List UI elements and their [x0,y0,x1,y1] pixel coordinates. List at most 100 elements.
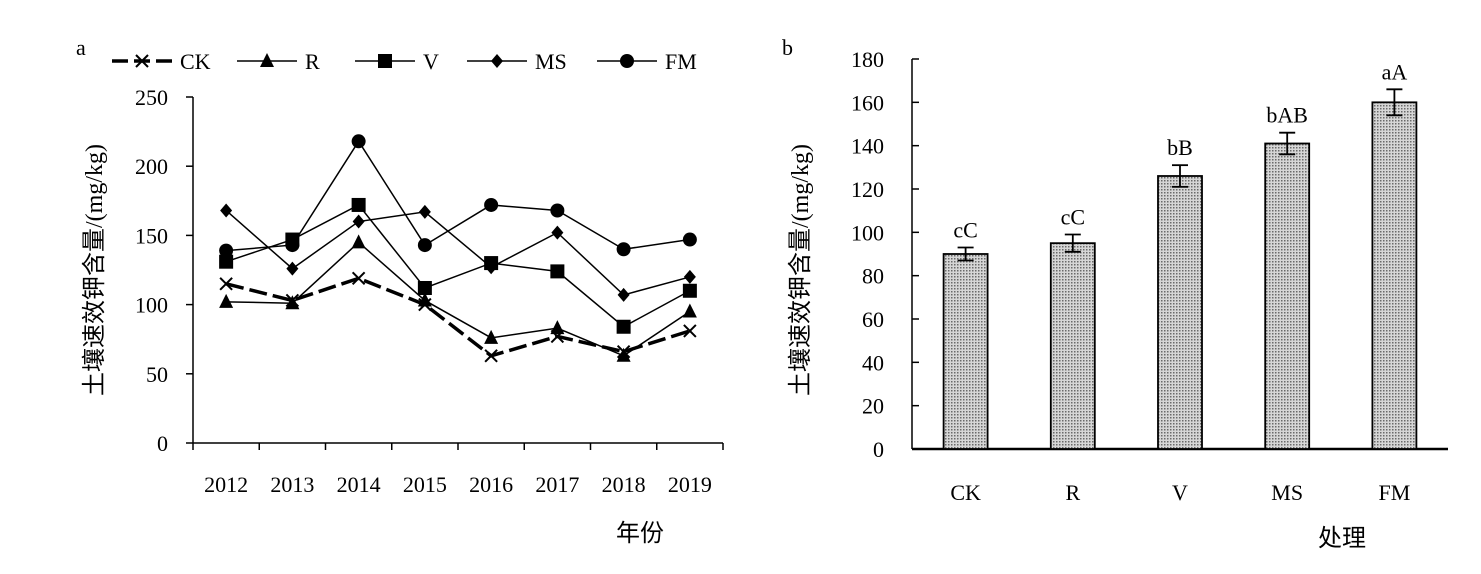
panel-b-x-tick-label: MS [1271,480,1303,505]
bar-r [1049,242,1096,450]
panel-b-x-tick-label: CK [950,480,981,505]
legend-marker-v [378,54,392,68]
panel-a: a 年份 土壤速效钾含量/(mg/kg) 0 50 100 150 200 250 2012… [76,35,724,547]
panel-a-x-tick-label: 2012 [204,472,248,497]
bar-ck [942,253,989,450]
panel-a-y-tick-label: 50 [146,362,168,387]
panel-b-y-tick-label: 120 [851,177,884,202]
series-point-ms [683,269,696,284]
panel-b-label: b [782,35,793,60]
series-point-r [417,292,432,307]
panel-b-y-tick-label: 180 [851,47,884,72]
panel-a-legend: CK R V MS FM [112,49,697,74]
significance-label: bB [1167,135,1193,160]
panel-b-x-tick-label: FM [1379,480,1411,505]
series-point-fm [219,243,234,258]
panel-a-y-tick-label: 0 [157,431,168,456]
legend-marker-ms [491,54,503,68]
panel-a-x-tick-label: 2018 [602,472,646,497]
panel-a-x-tick-label: 2014 [337,472,381,497]
panel-b-y-axis-title: 土壤速效钾含量/(mg/kg) [787,144,814,396]
series-line-ck [225,276,691,358]
panel-a-label: a [76,35,86,60]
panel-a-x-axis-title: 年份 [616,520,664,547]
panel-a-y-tick-label: 250 [135,85,168,110]
panel-b-y-tick-label: 100 [851,220,884,245]
series-point-ms [352,214,365,229]
bar-fm [1371,101,1418,450]
series-line-ms [225,209,691,296]
panel-b-axes: 0 20 40 60 80 100 120 140 160 180 CK R V MS FM [851,47,1448,505]
series-point-fm [682,232,697,247]
series-point-fm [484,197,499,212]
legend-label-fm: FM [665,49,697,74]
series-point-ms [220,203,233,218]
panel-a-y-tick-label: 100 [135,293,168,318]
panel-a-x-tick-label: 2013 [270,472,314,497]
series-point-ck [219,277,233,291]
panel-b-x-tick-label: V [1172,480,1188,505]
series-point-v [219,254,234,269]
panel-a-plot [219,134,697,363]
series-point-v [616,319,631,334]
series-point-v [682,283,697,298]
series-point-fm [285,238,300,253]
panel-b-y-tick-label: 60 [862,307,884,332]
panel-a-x-tick-label: 2019 [668,472,712,497]
panel-a-x-tick-label: 2015 [403,472,447,497]
panel-a-x-tick-label: 2017 [535,472,579,497]
significance-label: cC [953,218,977,243]
series-point-ck-stroke-2 [683,324,697,338]
series-point-fm [616,242,631,257]
series-point-ms [286,261,299,276]
bar-ms [1264,142,1311,450]
legend-label-r: R [305,49,320,74]
panel-b: b 处理 土壤速效钾含量/(mg/kg) 0 20 40 60 80 100 120 140 1… [782,35,1448,552]
legend-marker-r [260,53,274,67]
series-line-fm [226,139,690,252]
series-point-v [550,264,565,279]
legend-marker-ck-stroke-2 [135,54,149,68]
panel-b-y-tick-label: 20 [862,394,884,419]
series-point-r [351,234,366,249]
panel-b-y-tick-label: 160 [851,90,884,115]
legend-label-v: V [423,49,439,74]
series-point-ck [484,349,498,363]
series-point-v [417,280,432,295]
series-line-r [226,241,691,357]
series-point-ck-stroke-2 [351,271,366,286]
significance-label: cC [1061,205,1085,230]
series-point-r [616,347,631,362]
series-point-r [219,293,234,308]
series-line-v [225,204,691,328]
series-point-r [484,329,499,344]
panel-b-x-axis-title: 处理 [1318,525,1366,552]
panel-a-y-tick-label: 200 [135,154,168,179]
bar-v [1157,175,1203,450]
panel-a-axes: 0 50 100 150 200 250 2012 2013 2014 2015 2016 2017 2… [135,85,724,497]
series-point-r [285,295,300,310]
panel-b-plot: cC cC bB bAB aA [942,59,1418,450]
panel-b-y-tick-label: 40 [862,350,884,375]
legend-marker-fm [620,54,634,68]
series-point-ck-stroke-2 [219,277,233,291]
series-point-ck [683,324,697,338]
series-point-ck [351,271,366,286]
series-point-ms [418,204,431,219]
significance-label: bAB [1266,103,1308,128]
legend-label-ms: MS [535,49,567,74]
series-point-v [351,197,366,212]
panel-a-y-tick-label: 150 [135,223,168,248]
series-point-ms [485,260,498,275]
series-point-fm [351,134,366,149]
series-point-ck-stroke-2 [484,349,498,363]
legend-label-ck: CK [180,49,211,74]
series-point-r [682,303,697,318]
panel-a-x-tick-label: 2016 [469,472,513,497]
series-point-ms [551,225,564,240]
significance-label: aA [1382,59,1408,84]
panel-b-y-tick-label: 0 [873,437,884,462]
panel-b-y-tick-label: 140 [851,134,884,159]
series-point-ms [617,287,630,302]
